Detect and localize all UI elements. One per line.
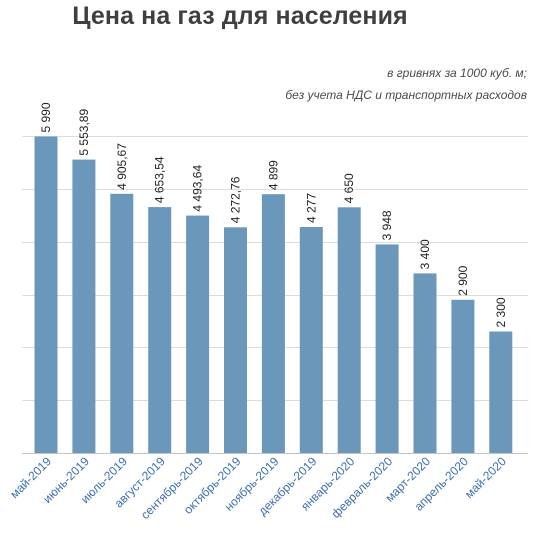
data-label: 2 300 (494, 297, 508, 327)
bar (72, 159, 96, 453)
data-label: 4 277 (304, 193, 318, 223)
x-tick-label: май-2020 (462, 454, 509, 501)
data-label: 5 553,89 (77, 109, 91, 156)
data-label: 2 900 (456, 265, 470, 295)
bar (337, 207, 361, 453)
x-axis-tick-labels: май-2019июнь-2019июль-2019август-2019сен… (7, 454, 509, 522)
bar (186, 215, 210, 453)
data-label: 4 272,76 (229, 176, 243, 223)
bar (34, 136, 58, 453)
data-label: 3 400 (418, 239, 432, 269)
value-labels: 5 990 5 553,89 4 905,67 4 653,54 4 493,64 4 2… (39, 102, 508, 327)
bar-series (34, 136, 513, 454)
chart-subtitle-units: в гривнях за 1000 куб. м; (387, 66, 527, 80)
data-label: 4 905,67 (115, 143, 129, 190)
bar (148, 207, 172, 453)
chart-subtitle-note: без учета НДС и транспортных расходов (285, 88, 527, 102)
bar (413, 273, 437, 453)
bar (489, 331, 513, 453)
data-label: 3 948 (380, 210, 394, 240)
bar (451, 299, 475, 453)
data-label: 5 990 (39, 102, 53, 132)
chart-title: Цена на газ для населения (72, 2, 408, 30)
bar (261, 194, 285, 453)
bar (224, 227, 247, 453)
data-label: 4 650 (342, 173, 356, 203)
data-label: 4 653,54 (153, 156, 167, 203)
data-label: 4 899 (266, 160, 280, 190)
bar (375, 244, 399, 453)
bar (299, 227, 323, 453)
data-label: 4 493,64 (191, 165, 205, 212)
bar (110, 193, 134, 454)
